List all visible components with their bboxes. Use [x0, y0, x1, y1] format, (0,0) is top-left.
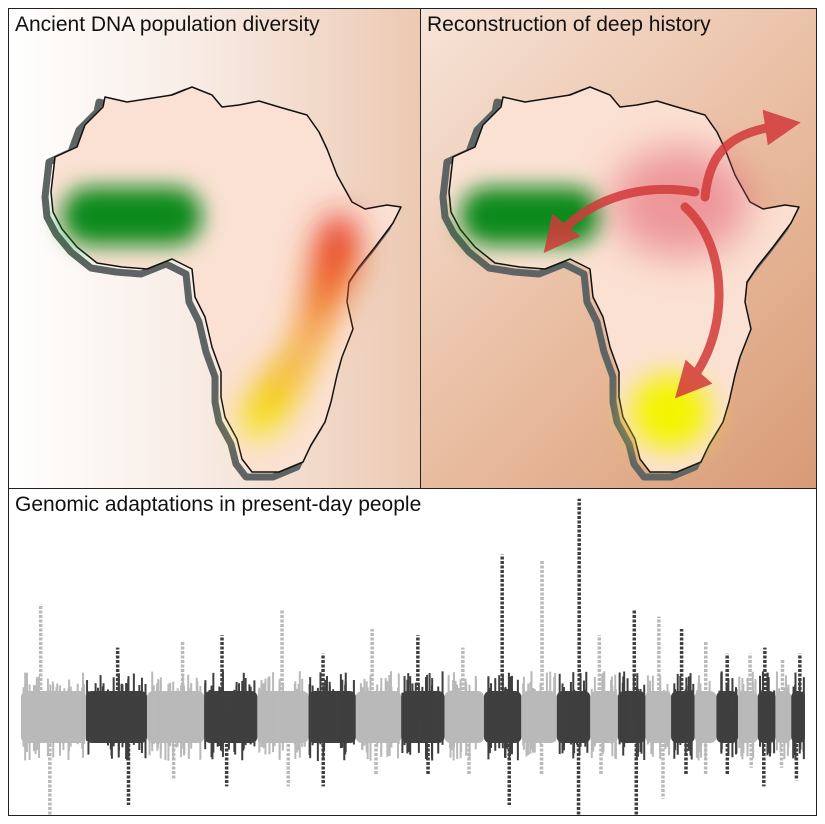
migration-arrow-northeast — [700, 109, 801, 202]
manhattan-plot — [21, 498, 805, 815]
chromosome-chr5 — [257, 610, 309, 787]
panel-title: Ancient DNA population diversity — [15, 13, 320, 36]
chromosome-chr4 — [204, 635, 258, 787]
chromosome-chr15 — [645, 616, 672, 799]
ancient-dna-panel: Ancient DNA population diversity — [8, 8, 422, 490]
migration-arrow-south — [675, 202, 724, 399]
panel-title: Reconstruction of deep history — [427, 13, 711, 36]
chromosome-chr19 — [738, 653, 758, 768]
africa-diversity-map — [41, 86, 402, 481]
chromosome-chr20 — [757, 647, 776, 787]
migration-arrow-west — [543, 184, 700, 253]
africa-history-map — [439, 86, 801, 481]
chromosome-chr11 — [521, 560, 557, 774]
chromosome-chr16 — [671, 629, 695, 774]
deep-history-panel: Reconstruction of deep history — [420, 8, 817, 490]
chromosome-chr12 — [556, 498, 591, 815]
panel-title: Genomic adaptations in present-day peopl… — [15, 493, 422, 516]
east-africa-source-region — [610, 147, 750, 257]
chromosome-chr17 — [694, 641, 717, 774]
chromosome-chr10 — [483, 554, 522, 805]
chromosome-chr13 — [590, 635, 618, 774]
east-to-south-gradient-region — [241, 213, 358, 438]
south-africa-yellow-region — [630, 374, 710, 450]
chromosome-chr22 — [791, 653, 805, 781]
chromosome-chr7 — [355, 629, 402, 774]
west-africa-green-region — [62, 187, 202, 245]
chromosome-chr9 — [444, 647, 484, 774]
chromosome-chr18 — [716, 653, 739, 774]
africa-continent — [448, 86, 800, 473]
genomic-panel: Genomic adaptations in present-day peopl… — [8, 488, 817, 816]
chromosome-chr3 — [147, 641, 205, 781]
chromosome-chr1 — [21, 604, 87, 815]
chromosome-chr8 — [401, 635, 445, 774]
chromosome-chr14 — [617, 610, 646, 815]
africa-continent — [50, 86, 402, 473]
chromosome-chr6 — [308, 653, 356, 787]
chromosome-chr21 — [775, 660, 792, 768]
chromosome-chr2 — [86, 647, 148, 805]
